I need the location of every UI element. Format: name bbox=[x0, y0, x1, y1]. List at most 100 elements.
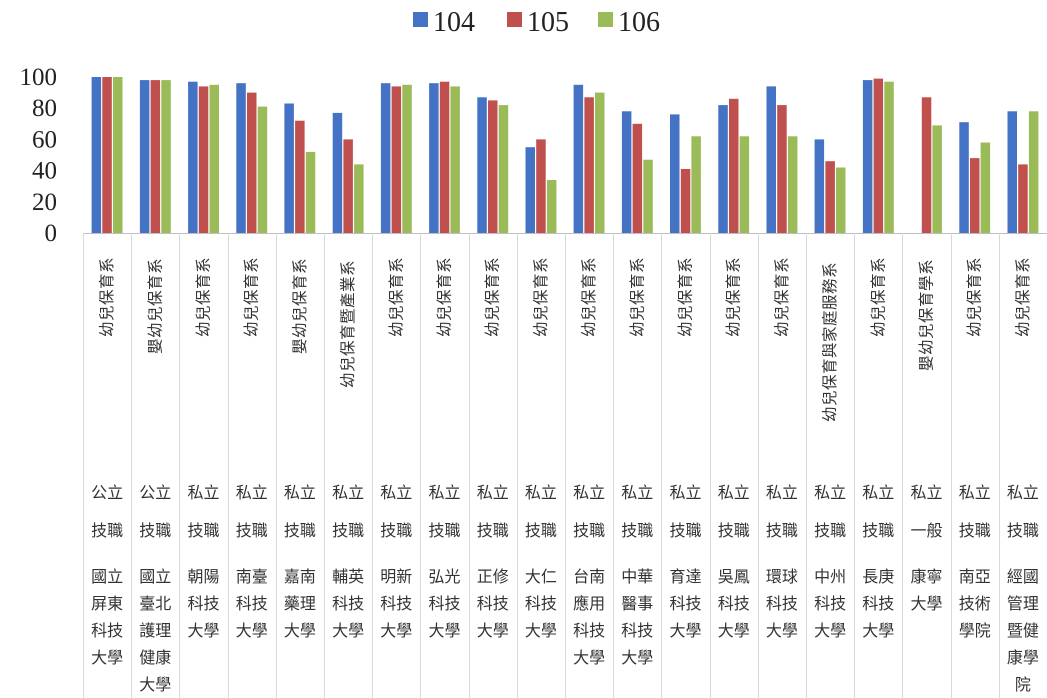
department-label: 幼兒保育系 bbox=[628, 257, 646, 337]
school-type-label: 私立 bbox=[862, 483, 894, 502]
school-name-line: 明新 bbox=[380, 567, 412, 586]
department-label: 幼兒保育系 bbox=[484, 257, 502, 337]
school-name-line: 中華 bbox=[621, 567, 653, 586]
school-name-line: 科技 bbox=[814, 594, 846, 613]
sector-label: 技職 bbox=[814, 521, 846, 540]
department-label: 幼兒保育系 bbox=[1014, 257, 1032, 337]
school-name-line: 科技 bbox=[669, 594, 701, 613]
school-name-line: 應用 bbox=[573, 594, 605, 613]
bar-104-8 bbox=[429, 83, 439, 233]
department-label: 幼兒保育系 bbox=[387, 257, 405, 337]
bar-104-7 bbox=[380, 83, 391, 233]
bar-106-11 bbox=[595, 92, 605, 233]
bar-105-16 bbox=[825, 161, 835, 233]
bar-106-12 bbox=[643, 159, 653, 233]
y-tick-label-60: 60 bbox=[32, 126, 57, 153]
bar-104-1 bbox=[91, 77, 102, 233]
bar-105-5 bbox=[295, 120, 305, 233]
school-name-line: 科技 bbox=[380, 594, 412, 613]
school-name-line: 台南 bbox=[573, 567, 605, 586]
department-label: 嬰幼兒保育系 bbox=[291, 258, 309, 354]
school-name-line: 學院 bbox=[959, 621, 991, 640]
bar-105-7 bbox=[391, 86, 402, 234]
department-label: 幼兒保育系 bbox=[869, 257, 887, 337]
school-type-label: 私立 bbox=[428, 483, 460, 502]
school-type-label: 私立 bbox=[284, 483, 316, 502]
sector-label: 一般 bbox=[910, 521, 942, 540]
department-label: 幼兒保育系 bbox=[195, 257, 213, 337]
bar-104-13 bbox=[670, 114, 680, 233]
bar-104-17 bbox=[862, 80, 873, 233]
school-name-line: 國立 bbox=[91, 567, 123, 586]
bar-105-9 bbox=[488, 100, 498, 234]
bar-104-14 bbox=[718, 105, 728, 233]
school-name-line: 大學 bbox=[380, 621, 412, 640]
school-name-line: 科技 bbox=[621, 621, 653, 640]
school-type-label: 私立 bbox=[525, 483, 557, 502]
school-name-line: 大學 bbox=[669, 621, 701, 640]
department-label: 嬰幼兒保育系 bbox=[146, 258, 164, 354]
sector-label: 技職 bbox=[236, 521, 268, 540]
bar-104-3 bbox=[188, 81, 198, 233]
school-type-label: 私立 bbox=[910, 483, 942, 502]
bar-105-19 bbox=[970, 158, 980, 233]
department-label: 幼兒保育系 bbox=[677, 257, 695, 337]
bar-105-6 bbox=[343, 139, 353, 233]
sector-label: 技職 bbox=[380, 521, 412, 540]
school-name-line: 吳鳳 bbox=[718, 567, 750, 586]
school-name-line: 朝陽 bbox=[187, 567, 219, 586]
y-tick-label-40: 40 bbox=[32, 158, 57, 185]
school-name-line: 大學 bbox=[236, 621, 268, 640]
school-name-line: 大學 bbox=[525, 621, 557, 640]
school-name-line: 正修 bbox=[477, 567, 509, 586]
sector-label: 技職 bbox=[428, 521, 460, 540]
sector-label: 技職 bbox=[573, 521, 605, 540]
y-tick-label-80: 80 bbox=[32, 95, 57, 122]
school-type-label: 私立 bbox=[718, 483, 750, 502]
school-name-line: 科技 bbox=[718, 594, 750, 613]
school-name-line: 環球 bbox=[766, 567, 798, 586]
bar-104-6 bbox=[332, 112, 343, 233]
bar-104-4 bbox=[236, 83, 246, 233]
bar-105-1 bbox=[102, 77, 112, 233]
school-name-line: 大學 bbox=[766, 621, 798, 640]
sector-label: 技職 bbox=[621, 521, 653, 540]
school-name-line: 長庚 bbox=[862, 567, 894, 586]
school-name-line: 中州 bbox=[814, 567, 846, 586]
y-tick-label-20: 20 bbox=[32, 189, 57, 216]
legend-label-104: 104 bbox=[433, 7, 475, 38]
school-name-line: 弘光 bbox=[428, 567, 460, 586]
school-name-line: 大仁 bbox=[525, 567, 557, 586]
bar-106-15 bbox=[787, 136, 798, 233]
school-name-line: 南亞 bbox=[959, 567, 991, 586]
sector-label: 技職 bbox=[284, 521, 316, 540]
school-type-label: 私立 bbox=[477, 483, 509, 502]
bar-105-8 bbox=[439, 81, 450, 233]
sector-label: 技職 bbox=[477, 521, 509, 540]
sector-label: 技職 bbox=[718, 521, 750, 540]
school-type-label: 私立 bbox=[380, 483, 412, 502]
school-name-line: 屏東 bbox=[91, 594, 123, 613]
department-label: 幼兒保育系 bbox=[98, 257, 116, 337]
school-name-line: 大學 bbox=[718, 621, 750, 640]
bar-105-13 bbox=[680, 169, 691, 233]
school-name-line: 嘉南 bbox=[284, 567, 316, 586]
sector-label: 技職 bbox=[332, 521, 364, 540]
bar-105-15 bbox=[777, 105, 787, 233]
bar-104-9 bbox=[477, 97, 487, 233]
school-name-line: 康寧 bbox=[910, 567, 942, 586]
bar-106-18 bbox=[932, 125, 942, 233]
school-name-line: 醫事 bbox=[621, 594, 653, 613]
school-name-line: 大學 bbox=[91, 648, 123, 667]
bar-106-19 bbox=[980, 142, 991, 233]
